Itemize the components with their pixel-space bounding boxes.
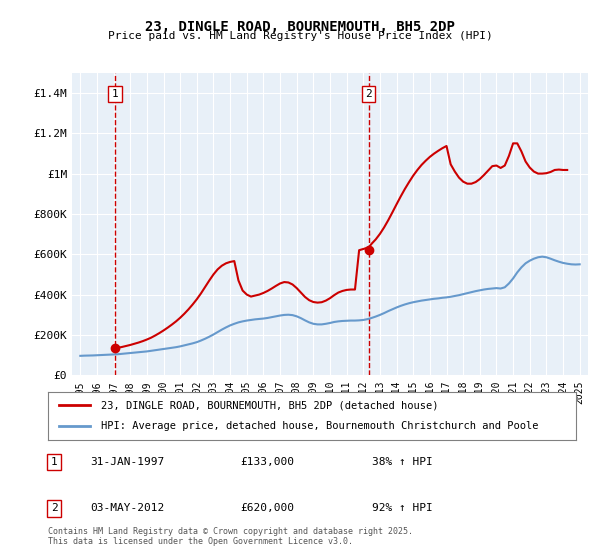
Text: 1: 1 [112,89,118,99]
Text: £133,000: £133,000 [240,457,294,467]
Text: 92% ↑ HPI: 92% ↑ HPI [372,503,433,514]
Text: Price paid vs. HM Land Registry's House Price Index (HPI): Price paid vs. HM Land Registry's House … [107,31,493,41]
Text: Contains HM Land Registry data © Crown copyright and database right 2025.
This d: Contains HM Land Registry data © Crown c… [48,526,413,546]
Text: HPI: Average price, detached house, Bournemouth Christchurch and Poole: HPI: Average price, detached house, Bour… [101,421,538,431]
Text: £620,000: £620,000 [240,503,294,514]
Text: 03-MAY-2012: 03-MAY-2012 [90,503,164,514]
Text: 23, DINGLE ROAD, BOURNEMOUTH, BH5 2DP (detached house): 23, DINGLE ROAD, BOURNEMOUTH, BH5 2DP (d… [101,400,438,410]
Text: 23, DINGLE ROAD, BOURNEMOUTH, BH5 2DP: 23, DINGLE ROAD, BOURNEMOUTH, BH5 2DP [145,20,455,34]
Text: 2: 2 [50,503,58,514]
Text: 2: 2 [365,89,372,99]
Text: 1: 1 [50,457,58,467]
Text: 31-JAN-1997: 31-JAN-1997 [90,457,164,467]
Text: 38% ↑ HPI: 38% ↑ HPI [372,457,433,467]
